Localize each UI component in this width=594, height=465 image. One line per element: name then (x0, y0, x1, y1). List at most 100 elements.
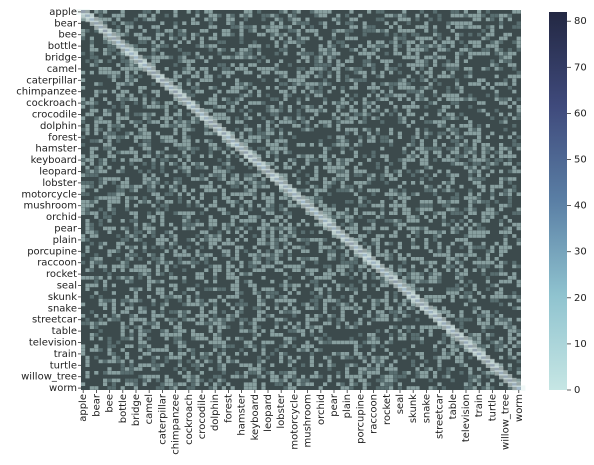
heatmap-cell (384, 192, 389, 197)
heatmap-cell (287, 17, 292, 22)
heatmap-cell (459, 272, 464, 276)
heatmap-cell (327, 162, 332, 166)
heatmap-cell (138, 272, 143, 276)
heatmap-cell (463, 215, 468, 219)
heatmap-cell (419, 355, 424, 360)
heatmap-cell (120, 150, 125, 155)
heatmap-cell (129, 298, 134, 303)
heatmap-cell (331, 67, 336, 71)
heatmap-cell (199, 253, 204, 257)
heatmap-cell (314, 59, 319, 64)
heatmap-cell (455, 276, 460, 280)
heatmap-cell (481, 325, 486, 330)
heatmap-cell (120, 13, 125, 18)
heatmap-cell (340, 29, 345, 33)
heatmap-cell (199, 355, 204, 360)
heatmap-cell (415, 371, 420, 375)
heatmap-cell (164, 355, 169, 360)
heatmap-cell (98, 276, 103, 280)
heatmap-cell (494, 158, 499, 162)
heatmap-cell (305, 222, 310, 227)
heatmap-cell (331, 86, 336, 90)
heatmap-cell (243, 302, 248, 307)
heatmap-cell (441, 48, 446, 52)
heatmap-cell (103, 112, 108, 117)
heatmap-cell (164, 295, 169, 299)
heatmap-cell (292, 124, 297, 128)
heatmap-cell (217, 355, 222, 360)
heatmap-cell (459, 352, 464, 356)
heatmap-cell (380, 70, 385, 75)
heatmap-cell (490, 272, 495, 276)
colorbar-tick-label: 20 (574, 293, 587, 304)
heatmap-cell (459, 219, 464, 223)
heatmap-cell (411, 363, 416, 368)
heatmap-cell (371, 86, 376, 90)
heatmap-cell (151, 13, 156, 18)
heatmap-cell (142, 344, 147, 349)
heatmap-cell (164, 200, 169, 204)
heatmap-cell (133, 139, 138, 143)
heatmap-cell (230, 13, 235, 18)
heatmap-cell (177, 181, 182, 185)
heatmap-cell (371, 108, 376, 113)
heatmap-cell (437, 230, 442, 235)
heatmap-cell (305, 17, 310, 22)
heatmap-cell (424, 295, 429, 299)
heatmap-cell (164, 374, 169, 379)
heatmap-cell (208, 234, 213, 238)
heatmap-cell (468, 333, 473, 337)
heatmap-cell (142, 249, 147, 254)
heatmap-cell (155, 36, 160, 41)
heatmap-cell (450, 116, 455, 121)
heatmap-cell (169, 291, 174, 295)
heatmap-cell (129, 279, 134, 284)
heatmap-cell (191, 120, 196, 124)
heatmap-cell (331, 234, 336, 238)
heatmap-cell (89, 310, 94, 314)
heatmap-cell (327, 264, 332, 269)
heatmap-cell (120, 268, 125, 273)
heatmap-cell (151, 314, 156, 318)
heatmap-cell (221, 253, 226, 257)
heatmap-cell (331, 36, 336, 41)
heatmap-cell (402, 36, 407, 41)
heatmap-cell (221, 150, 226, 155)
heatmap-cell (195, 21, 200, 26)
heatmap-cell (81, 382, 86, 387)
heatmap-cell (419, 48, 424, 52)
heatmap-cell (331, 154, 336, 159)
heatmap-cell (503, 203, 508, 208)
heatmap-cell (494, 82, 499, 86)
heatmap-cell (133, 264, 138, 269)
heatmap-cell (380, 139, 385, 143)
heatmap-cell (208, 10, 213, 14)
heatmap-cell (252, 25, 257, 29)
heatmap-cell (349, 287, 354, 292)
diagonal-highlight (428, 313, 442, 319)
heatmap-cell (503, 177, 508, 181)
heatmap-cell (375, 127, 380, 132)
heatmap-cell (243, 127, 248, 132)
heatmap-cell (433, 29, 438, 33)
heatmap-cell (424, 367, 429, 371)
heatmap-cell (345, 264, 350, 269)
heatmap-cell (455, 105, 460, 109)
heatmap-cell (323, 203, 328, 208)
heatmap-cell (433, 344, 438, 349)
heatmap-cell (318, 230, 323, 235)
heatmap-cell (358, 317, 363, 322)
x-tick-label: mushroom (303, 394, 314, 448)
heatmap-cell (85, 101, 90, 105)
heatmap-cell (305, 21, 310, 26)
heatmap-cell (301, 48, 306, 52)
heatmap-cell (270, 245, 275, 250)
heatmap-cell (116, 340, 121, 345)
heatmap-cell (125, 371, 130, 375)
heatmap-cell (463, 241, 468, 246)
heatmap-cell (411, 120, 416, 124)
heatmap-cell (261, 367, 266, 371)
heatmap-cell (481, 51, 486, 56)
heatmap-cell (160, 386, 165, 390)
heatmap-cell (455, 253, 460, 257)
